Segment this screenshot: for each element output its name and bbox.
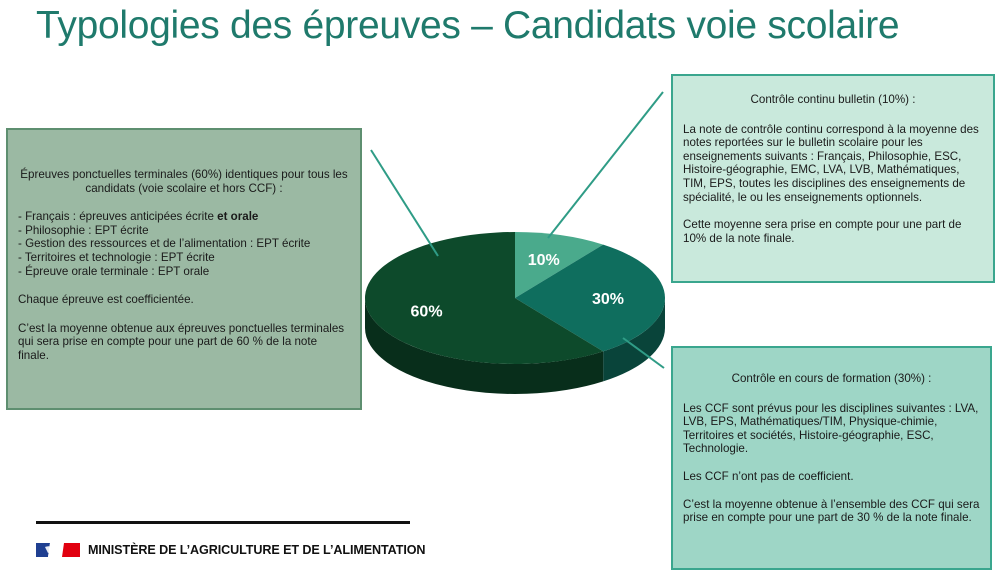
pie-slice xyxy=(515,232,604,298)
republic-logo-flag xyxy=(36,543,80,557)
pie-slice xyxy=(365,232,604,364)
ponctuelles-list: - Français : épreuves anticipées écrite … xyxy=(18,210,350,278)
pie-slice-label: 30% xyxy=(592,291,624,308)
list-item: - Épreuve orale terminale : EPT orale xyxy=(18,264,210,278)
ccf-disciplines: Les CCF sont prévus pour les disciplines… xyxy=(683,401,979,456)
connector-left xyxy=(370,149,439,257)
ccf-moyenne: C’est la moyenne obtenue à l’ensemble de… xyxy=(683,497,980,525)
ponctuelles-moyenne: C’est la moyenne obtenue aux épreuves po… xyxy=(18,321,345,362)
controle-continu-part: Cette moyenne sera prise en compte pour … xyxy=(683,218,962,245)
connector-bottom xyxy=(622,337,665,369)
list-item-text: - Français : épreuves anticipées écrite xyxy=(18,210,214,224)
pie-top xyxy=(365,232,665,364)
footer-rule xyxy=(36,521,410,524)
ccf-coef: Les CCF n’ont pas de coefficient. xyxy=(683,469,854,483)
list-item-bold: et orale xyxy=(217,210,259,224)
list-item: - Philosophie : EPT écrite xyxy=(18,223,149,237)
ccf-box: Contrôle en cours de formation (30%) : L… xyxy=(671,346,992,570)
pie-slice-side xyxy=(603,298,665,382)
controle-continu-box: Contrôle continu bulletin (10%) : La not… xyxy=(671,74,995,283)
ponctuelles-coef: Chaque épreuve est coefficientée. xyxy=(18,293,194,307)
pie-depth xyxy=(365,298,665,394)
pie-slice-label: 60% xyxy=(411,304,443,321)
list-item: - Territoires et technologie : EPT écrit… xyxy=(18,250,215,264)
ponctuelles-heading: Épreuves ponctuelles terminales (60%) id… xyxy=(20,168,348,195)
controle-continu-description: La note de contrôle continu correspond à… xyxy=(683,122,979,204)
ponctuelles-box: Épreuves ponctuelles terminales (60%) id… xyxy=(6,128,362,410)
pie-slice xyxy=(515,244,665,352)
pie-slice-label: 10% xyxy=(528,252,560,269)
controle-continu-heading: Contrôle continu bulletin (10%) : xyxy=(750,93,916,106)
pie-slice-side xyxy=(365,298,604,394)
slide-title: Typologies des épreuves – Candidats voie… xyxy=(36,4,900,47)
ccf-heading: Contrôle en cours de formation (30%) : xyxy=(731,372,932,385)
list-item: - Français : épreuves anticipées écrite … xyxy=(18,210,350,224)
pie-labels: 10% 30% 60% xyxy=(411,252,624,321)
connector-top xyxy=(547,91,664,239)
ministry-name: MINISTÈRE DE L’AGRICULTURE ET DE L’ALIME… xyxy=(88,543,426,557)
list-item: - Gestion des ressources et de l’aliment… xyxy=(18,237,311,251)
